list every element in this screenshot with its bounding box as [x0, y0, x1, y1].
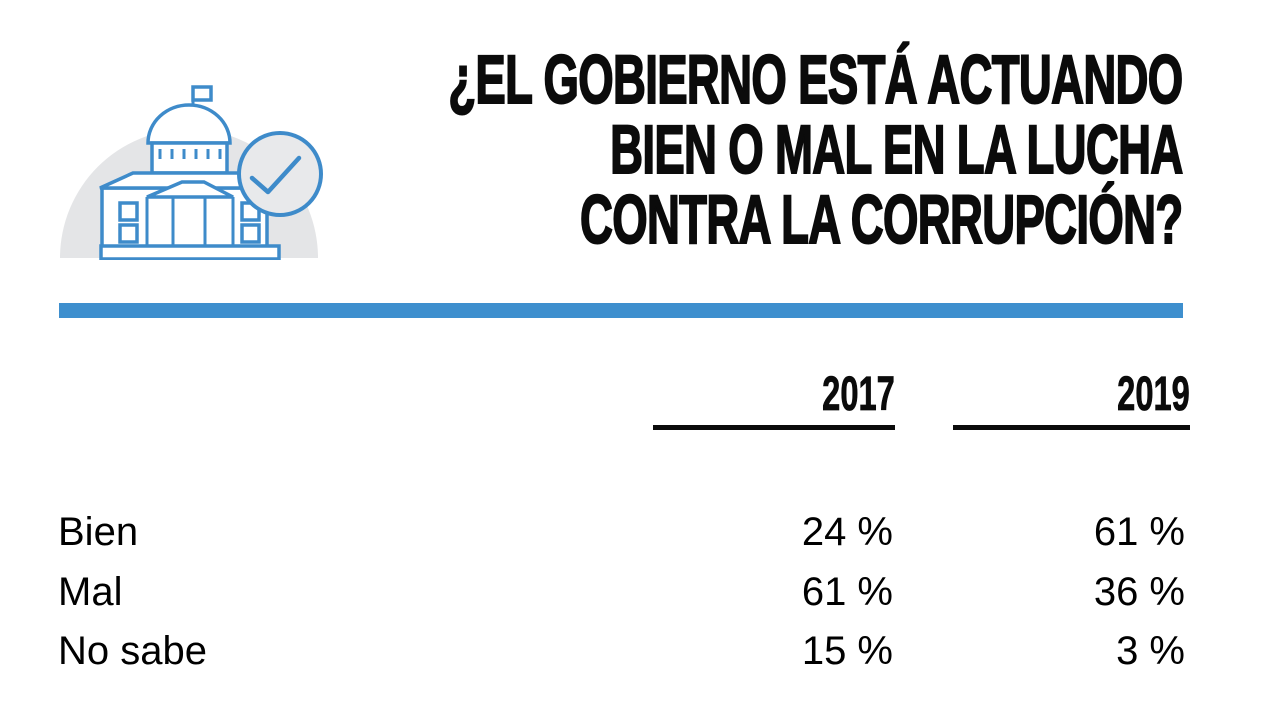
table-row: Bien 24 % 61 % [58, 503, 1185, 562]
value-2017: 24 % [801, 510, 893, 555]
window [240, 223, 261, 244]
row-label: Bien [58, 510, 139, 555]
year-label: 2019 [1117, 368, 1190, 421]
data-table: Bien 24 % 61 % Mal 61 % 36 % No sabe 15 … [58, 503, 1185, 681]
check-mark [249, 155, 302, 195]
row-label: No sabe [58, 628, 207, 673]
dome [146, 103, 232, 145]
base-platform [99, 244, 281, 261]
window [118, 201, 139, 222]
table-row: Mal 61 % 36 % [58, 562, 1185, 621]
value-2019: 3 % [1116, 628, 1185, 673]
building-icon [99, 85, 281, 261]
badge-circle [237, 131, 323, 217]
title-line-2: BIEN O MAL EN LA LUCHA [610, 111, 1184, 188]
value-2017: 61 % [801, 569, 893, 614]
value-2019: 61 % [1093, 510, 1185, 555]
flag-icon [191, 85, 213, 102]
columns [145, 197, 235, 247]
title-line-3: CONTRA LA CORRUPCIÓN? [580, 181, 1185, 258]
column-header-2019: 2019 [953, 368, 1190, 430]
table-row: No sabe 15 % 3 % [58, 622, 1185, 681]
column-header-2017: 2017 [653, 368, 895, 430]
value-2019: 36 % [1093, 569, 1185, 614]
check-circle-icon [237, 131, 323, 217]
title-line-1: ¿EL GOBIERNO ESTÁ ACTUANDO [448, 41, 1184, 118]
survey-icon-svg [60, 85, 323, 261]
year-label: 2017 [822, 368, 895, 421]
dome-windows [158, 149, 222, 159]
window [118, 223, 139, 244]
title-divider [59, 303, 1183, 318]
pediment [146, 180, 234, 199]
page-title: ¿EL GOBIERNO ESTÁ ACTUANDO BIEN O MAL EN… [70, 41, 1185, 258]
row-label: Mal [58, 569, 123, 614]
government-building-check-icon [56, 6, 324, 261]
value-2017: 15 % [801, 628, 893, 673]
